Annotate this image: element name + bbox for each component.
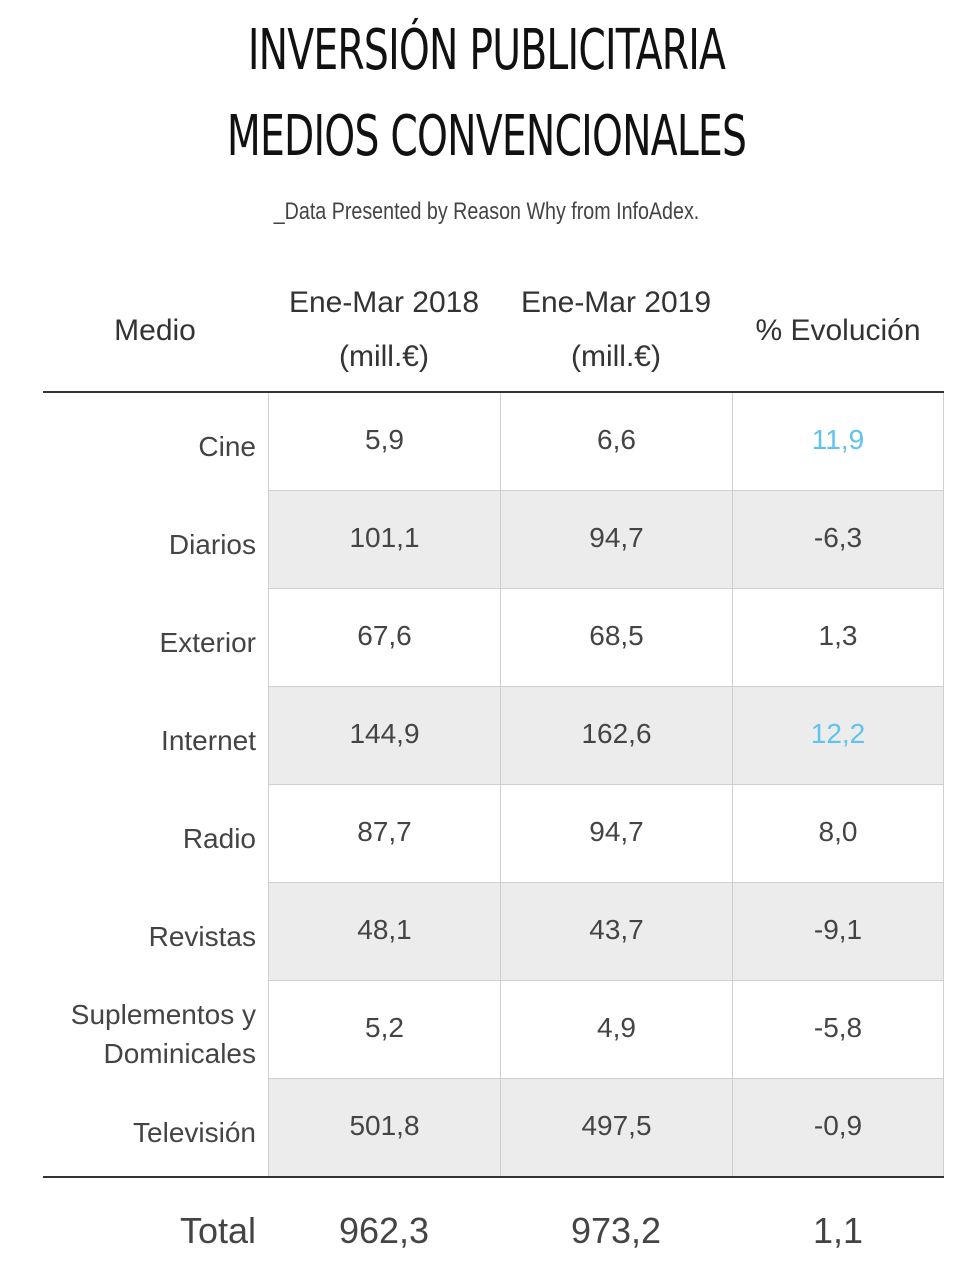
table-row: Radio 87,7 94,7 8,0	[43, 785, 944, 883]
cell-2018: 501,8	[268, 1079, 500, 1177]
cell-2019: 68,5	[500, 589, 732, 687]
header-2019: Ene-Mar 2019 (mill.€)	[500, 276, 732, 384]
table-row: Internet 144,9 162,6 12,2	[43, 687, 944, 785]
table-bottom-rule	[43, 1176, 944, 1178]
chart-title-line2: MEDIOS CONVENCIONALES	[226, 104, 747, 169]
cell-evolucion: 12,2	[732, 687, 944, 785]
cell-2019: 162,6	[500, 687, 732, 785]
table-row: Cine 5,9 6,6 11,9	[43, 393, 944, 491]
chart-title-line1: INVERSIÓN PUBLICITARIA	[247, 18, 726, 83]
cell-2018: 101,1	[268, 491, 500, 589]
cell-2019: 43,7	[500, 883, 732, 981]
table-top-rule	[43, 391, 944, 393]
table-row: Revistas 48,1 43,7 -9,1	[43, 883, 944, 981]
header-medio: Medio	[114, 314, 196, 347]
data-table: Cine 5,9 6,6 11,9 Diarios 101,1 94,7 -6,3 Exteri…	[43, 393, 944, 1177]
cell-2018: 48,1	[268, 883, 500, 981]
table-row: Suplementos y Dominicales 5,2 4,9 -5,8	[43, 981, 944, 1079]
table-row: Televisión 501,8 497,5 -0,9	[43, 1079, 944, 1177]
cell-2018: 5,9	[268, 393, 500, 491]
cell-evolucion: 11,9	[732, 393, 944, 491]
cell-evolucion: -6,3	[732, 491, 944, 589]
row-label-medio: Internet	[161, 724, 256, 756]
chart-subtitle: _Data Presented by Reason Why from InfoA…	[273, 198, 700, 225]
row-label-medio: Televisión	[133, 1116, 256, 1148]
header-2019-unit: (mill.€)	[571, 340, 661, 373]
cell-2019: 4,9	[500, 981, 732, 1079]
table-row: Diarios 101,1 94,7 -6,3	[43, 491, 944, 589]
cell-2018: 144,9	[268, 687, 500, 785]
row-label-medio: Revistas	[148, 920, 256, 952]
row-label-medio: Radio	[182, 822, 256, 854]
total-2018: 962,3	[338, 1210, 430, 1251]
row-label-medio: Diarios	[168, 528, 256, 560]
cell-2019: 94,7	[500, 491, 732, 589]
header-2019-period: Ene-Mar 2019	[520, 286, 712, 319]
cell-evolucion: -0,9	[732, 1079, 944, 1177]
cell-evolucion: 1,3	[732, 589, 944, 687]
total-label: Total	[179, 1210, 256, 1251]
row-label-medio: Suplementos y Dominicales	[70, 999, 256, 1069]
cell-2019: 6,6	[500, 393, 732, 491]
header-evolucion: % Evolución	[755, 314, 921, 347]
total-evolucion: 1,1	[812, 1210, 864, 1251]
row-label-medio: Exterior	[159, 626, 256, 658]
header-2018-period: Ene-Mar 2018	[288, 286, 480, 319]
cell-2019: 94,7	[500, 785, 732, 883]
cell-2019: 497,5	[500, 1079, 732, 1177]
row-label-medio: Cine	[198, 430, 256, 462]
cell-2018: 5,2	[268, 981, 500, 1079]
cell-evolucion: -9,1	[732, 883, 944, 981]
table-row: Exterior 67,6 68,5 1,3	[43, 589, 944, 687]
cell-2018: 87,7	[268, 785, 500, 883]
header-2018: Ene-Mar 2018 (mill.€)	[268, 276, 500, 384]
cell-evolucion: 8,0	[732, 785, 944, 883]
cell-2018: 67,6	[268, 589, 500, 687]
header-2018-unit: (mill.€)	[339, 340, 429, 373]
total-2019: 973,2	[570, 1210, 662, 1251]
cell-evolucion: -5,8	[732, 981, 944, 1079]
